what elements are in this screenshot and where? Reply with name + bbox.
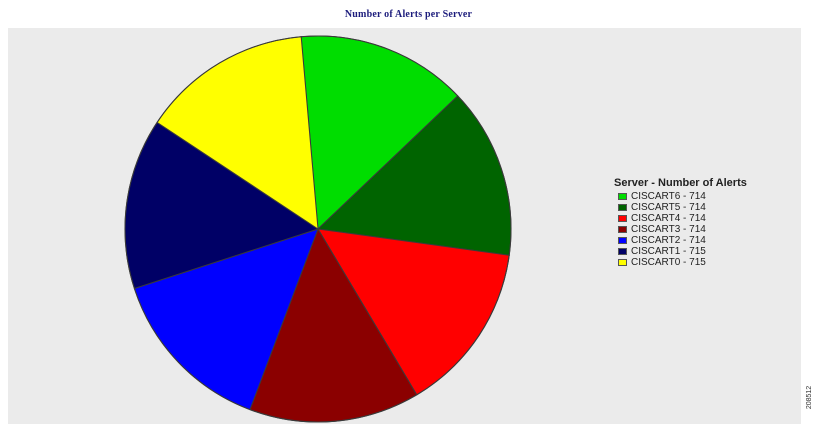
legend-swatch	[618, 215, 627, 222]
legend-label: CISCART5 - 714	[631, 202, 706, 213]
legend-label: CISCART2 - 714	[631, 235, 706, 246]
legend-swatch	[618, 204, 627, 211]
legend-item: CISCART6 - 714	[618, 191, 747, 202]
legend-label: CISCART3 - 714	[631, 224, 706, 235]
legend-label: CISCART6 - 714	[631, 191, 706, 202]
pie-outline	[124, 35, 512, 423]
legend-item: CISCART1 - 715	[618, 246, 747, 257]
pie-slices	[124, 35, 512, 423]
figure-id-text: 208512	[806, 385, 814, 409]
legend-swatch	[618, 248, 627, 255]
legend-label: CISCART0 - 715	[631, 257, 706, 268]
legend-items: CISCART6 - 714 CISCART5 - 714 CISCART4 - 7…	[614, 191, 747, 268]
legend-swatch	[618, 226, 627, 233]
legend-label: CISCART1 - 715	[631, 246, 706, 257]
chart-legend: Server - Number of Alerts CISCART6 - 714…	[614, 177, 747, 268]
legend-item: CISCART4 - 714	[618, 213, 747, 224]
legend-item: CISCART2 - 714	[618, 235, 747, 246]
legend-item: CISCART0 - 715	[618, 257, 747, 268]
figure-id: 208512	[804, 370, 816, 424]
legend-swatch	[618, 259, 627, 266]
legend-item: CISCART3 - 714	[618, 224, 747, 235]
legend-title: Server - Number of Alerts	[614, 177, 747, 189]
legend-label: CISCART4 - 714	[631, 213, 706, 224]
legend-swatch	[618, 237, 627, 244]
legend-item: CISCART5 - 714	[618, 202, 747, 213]
legend-swatch	[618, 193, 627, 200]
chart-title: Number of Alerts per Server	[344, 9, 473, 20]
